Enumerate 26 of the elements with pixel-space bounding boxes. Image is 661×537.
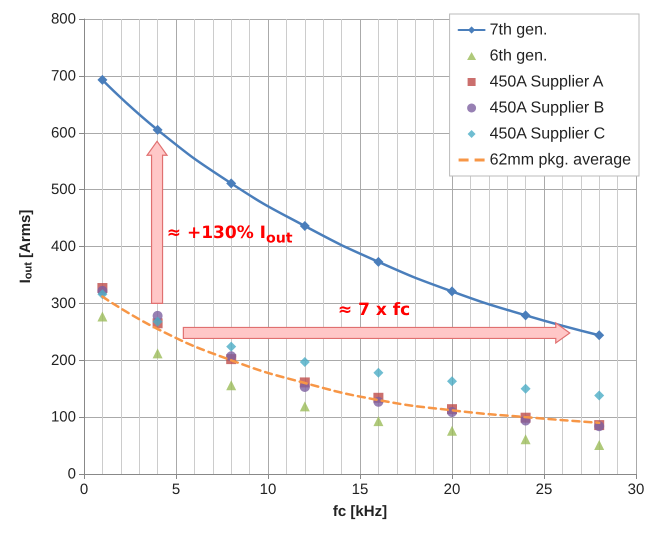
y-tick-label: 100 (50, 408, 76, 426)
legend-label: 6th gen. (490, 48, 548, 64)
legend-label: 450A Supplier C (490, 126, 606, 142)
x-tick-label: 10 (260, 481, 276, 498)
y-tick-label: 300 (50, 294, 76, 312)
annotation: ≈ 7 x fc (338, 300, 410, 320)
legend-label: 450A Supplier B (490, 100, 604, 116)
y-tick-label: 0 (68, 466, 76, 482)
x-tick-label: 20 (444, 481, 460, 498)
x-tick-label: 30 (628, 481, 644, 498)
y-tick-label: 200 (50, 352, 76, 369)
y-axis-title: Iout [Arms] (17, 210, 34, 284)
legend-label: 450A Supplier A (490, 74, 604, 90)
y-tick-label: 800 (50, 10, 76, 28)
x-axis-title: fc [kHz] (332, 503, 388, 520)
x-tick-label: 5 (172, 481, 180, 498)
legend-label: 7th gen. (490, 22, 548, 38)
annotation: ≈ +130% I$_{out}$ (166, 223, 293, 247)
y-tick-label: 500 (50, 181, 76, 198)
x-tick-label: 25 (536, 481, 552, 498)
x-tick-label: 0 (80, 481, 88, 498)
y-tick-label: 400 (50, 238, 76, 255)
y-tick-label: 600 (50, 124, 76, 142)
y-tick-label: 700 (50, 67, 76, 84)
legend-label: 62mm pkg. average (490, 152, 632, 168)
x-tick-label: 15 (352, 481, 368, 498)
